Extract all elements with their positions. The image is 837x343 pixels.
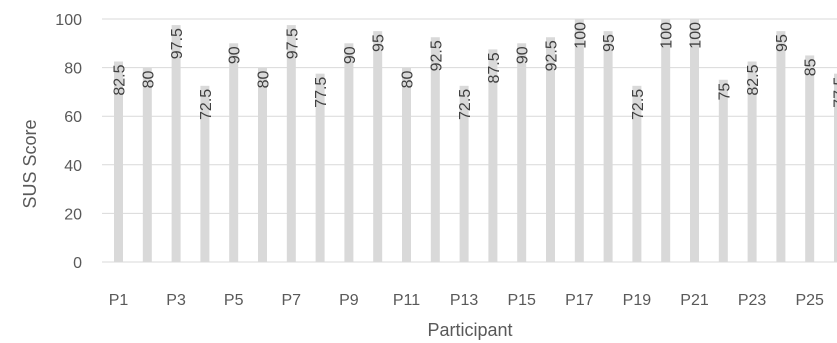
bar-p22	[718, 79, 728, 262]
bar-p14	[488, 49, 498, 262]
data-label-p9: 90	[342, 46, 359, 64]
data-label-p17: 100	[572, 22, 589, 49]
data-label-p8: 77.5	[313, 77, 330, 108]
bar-p7	[286, 25, 296, 263]
data-label-p23: 82.5	[745, 64, 762, 95]
y-axis-ticks: 0 20 40 60 80 100	[55, 12, 82, 272]
x-tick-label-p1: P1	[109, 292, 129, 309]
data-label-p21: 100	[688, 22, 705, 49]
x-tick-label-p19: P19	[623, 292, 652, 309]
x-tick-label-p5: P5	[224, 292, 244, 309]
y-tick-label: 40	[64, 158, 82, 175]
data-label-p13: 72.5	[457, 89, 474, 120]
x-axis-title: Participant	[427, 320, 512, 340]
y-tick-label: 80	[64, 61, 82, 78]
bar-p2	[142, 67, 152, 262]
bar-p19	[632, 85, 642, 262]
bar-p23	[747, 61, 757, 263]
x-tick-label-p17: P17	[565, 292, 594, 309]
data-label-p19: 72.5	[630, 89, 647, 120]
bar-p26	[834, 73, 837, 262]
bar-p10	[373, 31, 383, 263]
y-tick-label: 0	[73, 255, 82, 272]
x-tick-label-p13: P13	[450, 292, 479, 309]
bar-p13	[459, 85, 469, 262]
data-label-p20: 100	[659, 22, 676, 49]
x-tick-label-p11: P11	[393, 292, 420, 309]
bars	[114, 19, 837, 263]
y-axis-title: SUS Score	[20, 119, 40, 208]
x-tick-label-p23: P23	[738, 292, 767, 309]
data-label-p7: 97.5	[284, 28, 301, 59]
bar-p17	[574, 19, 584, 262]
bar-p6	[258, 67, 267, 262]
bar-p16	[546, 37, 555, 262]
bar-p21	[690, 19, 699, 262]
data-label-p18: 95	[601, 34, 618, 52]
bar-p3	[171, 25, 181, 263]
data-label-p24: 95	[774, 34, 791, 52]
bar-p18	[603, 31, 613, 263]
data-label-p12: 92.5	[428, 40, 445, 71]
bar-p1	[114, 61, 123, 263]
x-tick-label-p9: P9	[339, 292, 359, 309]
x-tick-label-p21: P21	[680, 292, 709, 309]
data-label-p3: 97.5	[169, 28, 186, 59]
data-label-p26: 77.5	[832, 77, 837, 108]
data-label-p15: 90	[515, 46, 532, 64]
bar-p25	[805, 55, 815, 263]
y-tick-label: 100	[55, 12, 82, 29]
data-label-p16: 92.5	[544, 40, 561, 71]
x-tick-label-p3: P3	[166, 292, 186, 309]
data-label-p11: 80	[400, 70, 417, 88]
bar-p12	[430, 37, 440, 262]
x-tick-label-p25: P25	[795, 292, 824, 309]
x-tick-label-p15: P15	[507, 292, 536, 309]
data-label-p14: 87.5	[486, 52, 503, 83]
bar-p8	[315, 73, 325, 262]
y-tick-label: 20	[64, 206, 82, 223]
x-axis-ticks: P1 P3 P5 P7 P9 P11 P13 P15 P17 P19 P21 P23 P25	[109, 292, 824, 309]
data-label-p22: 75	[716, 83, 733, 101]
bar-p4	[200, 85, 210, 262]
data-label-p2: 80	[140, 70, 157, 88]
data-label-p6: 80	[256, 70, 273, 88]
y-tick-label: 60	[64, 109, 82, 126]
bar-p15	[517, 43, 527, 262]
bar-p9	[344, 43, 354, 262]
data-label-p4: 72.5	[198, 89, 215, 120]
data-label-p10: 95	[371, 34, 388, 52]
data-label-p25: 85	[803, 58, 820, 76]
bar-p11	[402, 67, 411, 262]
bar-p20	[661, 19, 671, 262]
x-tick-label-p7: P7	[282, 292, 302, 309]
data-label-p5: 90	[227, 46, 244, 64]
data-labels: 82.5 80 97.5 72.5 90 80 97.5 77.5 90 95 80 92.5 72.5…	[112, 22, 837, 120]
bar-p5	[229, 43, 239, 262]
data-label-p1: 82.5	[112, 64, 129, 95]
bar-p24	[776, 31, 786, 263]
